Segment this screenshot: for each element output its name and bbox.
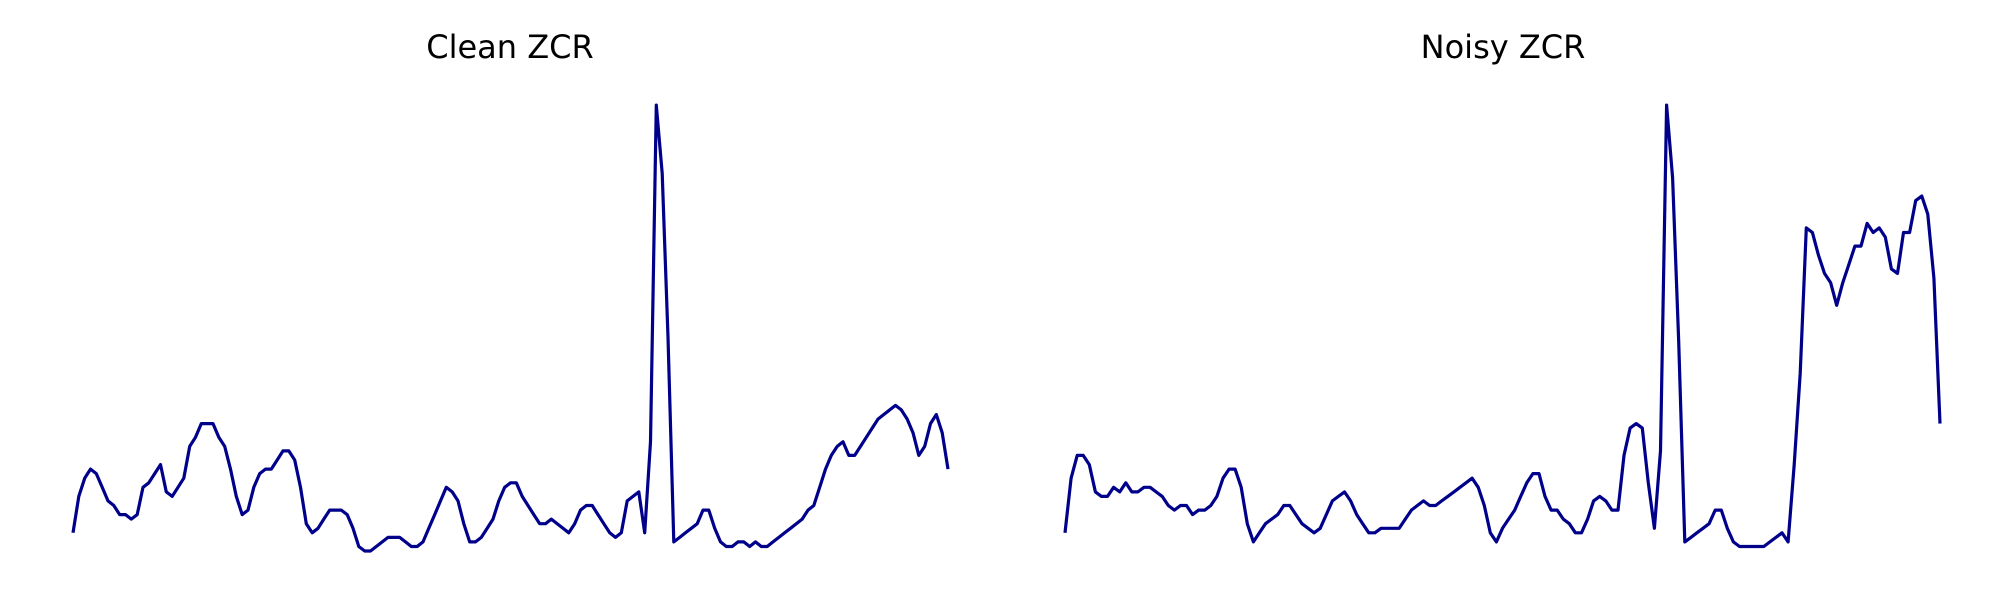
chart-panel-clean: Clean ZCR: [71, 28, 950, 553]
chart-panel-noisy: Noisy ZCR: [1063, 28, 1942, 549]
chart-title: Noisy ZCR: [1421, 28, 1586, 66]
chart-title: Clean ZCR: [426, 28, 593, 66]
series-line: [1063, 103, 1942, 549]
series-line: [71, 103, 950, 553]
